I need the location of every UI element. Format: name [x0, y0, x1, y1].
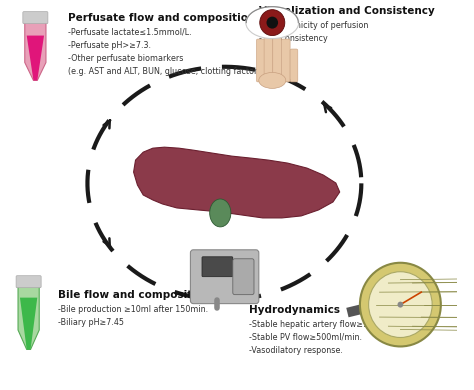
FancyBboxPatch shape [290, 49, 298, 82]
Text: -Perfusate lactate≤1.5mmol/L.
-Perfusate pH>≥7.3.
-Other perfusate biomarkers
(e: -Perfusate lactate≤1.5mmol/L. -Perfusate… [68, 28, 267, 76]
Circle shape [369, 272, 432, 337]
FancyBboxPatch shape [282, 39, 290, 82]
Polygon shape [134, 147, 340, 218]
Ellipse shape [259, 73, 286, 89]
Ellipse shape [210, 199, 231, 227]
Text: -Homogenicity of perfusion
-Soft consistency: -Homogenicity of perfusion -Soft consist… [259, 21, 368, 43]
Circle shape [260, 10, 285, 35]
Text: Hydrodynamics: Hydrodynamics [249, 305, 340, 315]
Circle shape [360, 263, 441, 346]
FancyBboxPatch shape [264, 33, 273, 82]
FancyBboxPatch shape [202, 257, 233, 277]
Polygon shape [27, 35, 44, 80]
Polygon shape [18, 285, 39, 349]
FancyBboxPatch shape [191, 250, 259, 303]
FancyBboxPatch shape [16, 276, 41, 288]
FancyBboxPatch shape [256, 39, 265, 82]
Circle shape [398, 301, 403, 308]
Text: Perfusate flow and composition: Perfusate flow and composition [68, 12, 255, 23]
FancyBboxPatch shape [233, 259, 254, 294]
FancyBboxPatch shape [273, 33, 282, 82]
Polygon shape [25, 21, 46, 80]
Polygon shape [20, 298, 37, 349]
Ellipse shape [246, 7, 299, 39]
Circle shape [266, 17, 278, 28]
Text: Visualization and Consistency: Visualization and Consistency [259, 6, 435, 16]
Text: -Bile production ≥10ml after 150min.
-Biliary pH≥7.45: -Bile production ≥10ml after 150min. -Bi… [58, 305, 209, 327]
Text: -Stable hepatic artery flow≥150mL/min.
-Stable PV flow≥500ml/min.
-Vasodilatory : -Stable hepatic artery flow≥150mL/min. -… [249, 319, 411, 355]
FancyBboxPatch shape [23, 12, 48, 24]
Text: Bile flow and composition: Bile flow and composition [58, 290, 211, 300]
